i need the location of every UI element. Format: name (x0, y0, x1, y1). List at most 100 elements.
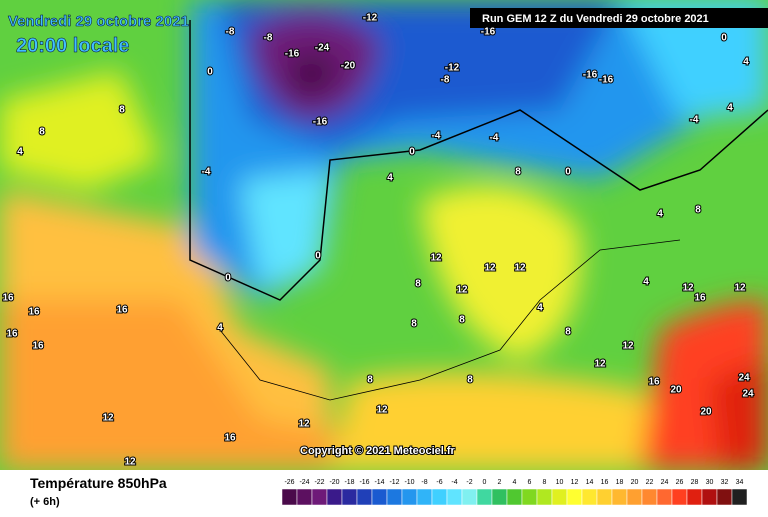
colorbar-swatch (431, 488, 448, 506)
contour-label: 8 (119, 105, 125, 116)
contour-label: 4 (537, 303, 543, 314)
colorbar-swatch (506, 488, 523, 506)
contour-label: 20 (670, 385, 682, 396)
contour-label: 4 (657, 209, 663, 220)
colorbar-label: 26 (676, 479, 684, 486)
colorbar-label: -24 (299, 479, 309, 486)
colorbar-swatch (416, 488, 433, 506)
colorbar-label: 0 (483, 479, 487, 486)
contour-label: 12 (456, 285, 468, 296)
contour-labels: -12-8-8-16-24-20-16-12-8-16-16 -160044884… (1, 12, 755, 469)
colorbar-label: 14 (586, 479, 594, 486)
colorbar-label: -12 (389, 479, 399, 486)
colorbar-swatch (356, 488, 373, 506)
colorbar-swatch (371, 488, 388, 506)
contour-label: 12 (102, 413, 114, 424)
contour-label: 4 (217, 323, 223, 334)
colorbar-label: 30 (706, 479, 714, 486)
colorbar-label: -26 (284, 479, 294, 486)
colorbar: -26 -24 -22 -20 -18 -16 -14 -12 -10 -8 -6 -4 -2 0 2 4 6 8… (281, 479, 748, 506)
footer-lead: (+ 6h) (30, 496, 60, 508)
contour-label: -24 (315, 43, 330, 54)
colorbar-label: 28 (691, 479, 699, 486)
contour-label: 16 (224, 433, 236, 444)
colorbar-label: 8 (543, 479, 547, 486)
colorbar-label: 16 (601, 479, 609, 486)
contour-label: 0 (225, 273, 231, 284)
contour-label: -8 (441, 75, 450, 86)
contour-label: -4 (202, 167, 211, 178)
contour-label: 12 (682, 283, 694, 294)
colorbar-swatch (521, 488, 538, 506)
copyright: Copyright © 2021 Meteociel.fr (300, 445, 456, 457)
colorbar-swatch (536, 488, 553, 506)
colorbar-swatch (311, 488, 328, 506)
contour-label: 12 (594, 359, 606, 370)
colorbar-label: 2 (498, 479, 502, 486)
colorbar-label: 10 (556, 479, 564, 486)
contour-label: 8 (515, 167, 521, 178)
contour-label: 4 (643, 277, 649, 288)
colorbar-swatch (701, 488, 718, 506)
colorbar-swatch (281, 488, 298, 506)
colorbar-swatch (296, 488, 313, 506)
colorbar-swatch (446, 488, 463, 506)
colorbar-label: -2 (466, 479, 472, 486)
contour-label: -4 (490, 133, 499, 144)
contour-label: 12 (298, 419, 310, 430)
contour-label: 8 (367, 375, 373, 386)
contour-label: 8 (695, 205, 701, 216)
run-banner (470, 8, 768, 28)
forecast-date: Vendredi 29 octobre 2021 (8, 13, 189, 30)
contour-label: 4 (387, 173, 393, 184)
colorbar-swatch (386, 488, 403, 506)
contour-label: 12 (622, 341, 634, 352)
contour-label: 16 (694, 293, 706, 304)
contour-label: 12 (484, 263, 496, 274)
contour-label: -4 (432, 131, 441, 142)
contour-label: 16 (32, 341, 44, 352)
contour-label: -12 (363, 13, 378, 24)
local-time: 20:00 locale (16, 35, 129, 57)
contour-label: -16 (285, 49, 300, 60)
contour-label: 0 (565, 167, 571, 178)
contour-label: -8 (226, 27, 235, 38)
colorbar-swatch (476, 488, 493, 506)
colorbar-label: -8 (421, 479, 427, 486)
contour-label: 0 (315, 251, 321, 262)
contour-label: 4 (727, 103, 733, 114)
colorbar-swatch (326, 488, 343, 506)
contour-label: -16 (583, 70, 598, 81)
colorbar-swatch (686, 488, 703, 506)
contour-label: 16 (6, 329, 18, 340)
colorbar-swatch (596, 488, 613, 506)
contour-label: -16 (481, 27, 496, 38)
colorbar-label: 18 (616, 479, 624, 486)
contour-label: 12 (514, 263, 526, 274)
contour-label: 12 (430, 253, 442, 264)
colorbar-swatch (656, 488, 673, 506)
colorbar-label: 4 (513, 479, 517, 486)
contour-label: 4 (17, 147, 23, 158)
contour-label: 20 (700, 407, 712, 418)
contour-label: 16 (648, 377, 660, 388)
colorbar-label: 22 (646, 479, 654, 486)
contour-label: 12 (734, 283, 746, 294)
colorbar-swatch (716, 488, 733, 506)
run-info: Run GEM 12 Z du Vendredi 29 octobre 2021 (482, 13, 709, 25)
contour-label: -12 (445, 63, 460, 74)
contour-label: 0 (409, 147, 415, 158)
colorbar-swatch (626, 488, 643, 506)
temperature-field (0, 0, 768, 470)
contour-label: -4 (690, 115, 699, 126)
colorbar-swatch (401, 488, 418, 506)
contour-label: -16 (313, 117, 328, 128)
colorbar-label: -18 (344, 479, 354, 486)
colorbar-swatch (641, 488, 658, 506)
colorbar-label: -14 (374, 479, 384, 486)
colorbar-swatch (461, 488, 478, 506)
colorbar-label: 12 (571, 479, 579, 486)
contour-label: 8 (415, 279, 421, 290)
colorbar-swatch (731, 488, 748, 506)
